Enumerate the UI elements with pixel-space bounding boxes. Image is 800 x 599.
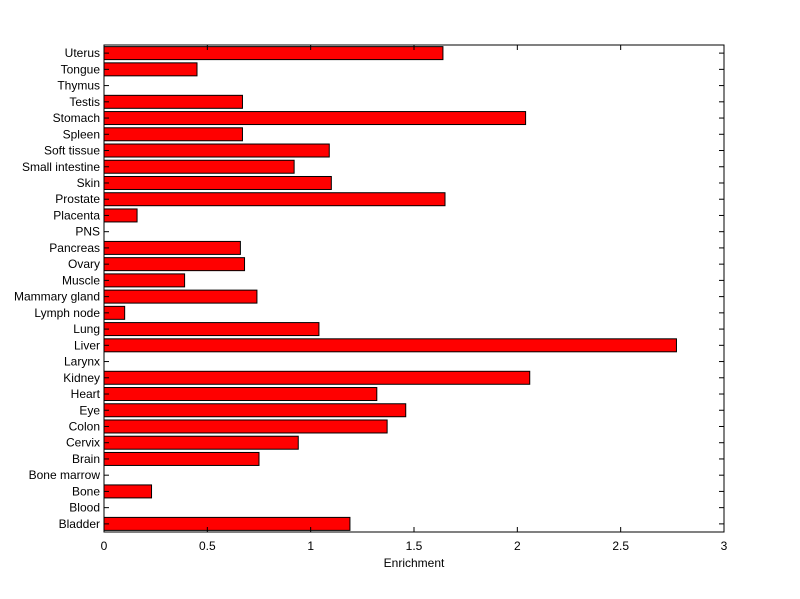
bar-lung: [103, 322, 320, 337]
y-tick-label-spleen: Spleen: [63, 127, 100, 141]
x-tick-label-4: 2: [514, 539, 521, 553]
bar-soft-tissue: [103, 143, 330, 158]
y-tick-label-prostate: Prostate: [55, 192, 100, 206]
x-tick-labels: 0 0.5 1 1.5 2 2.5 3: [101, 539, 728, 553]
y-tick-label-uterus: Uterus: [65, 46, 100, 60]
bar-cervix: [103, 435, 299, 450]
bar-bladder: [103, 516, 351, 531]
plot-frame: [103, 44, 725, 533]
bar-ovary: [103, 257, 246, 272]
y-tick-label-kidney: Kidney: [63, 371, 100, 385]
y-tick-label-bone: Bone: [72, 484, 100, 498]
y-tick-label-small-intestine: Small intestine: [22, 160, 100, 174]
y-tick-label-pancreas: Pancreas: [49, 241, 100, 255]
y-tick-label-lymph-node: Lymph node: [34, 306, 100, 320]
y-tick-label-thymus: Thymus: [57, 79, 100, 93]
y-tick-label-bladder: Bladder: [59, 517, 100, 531]
y-tick-label-skin: Skin: [77, 176, 100, 190]
y-tick-label-pns: PNS: [75, 225, 100, 239]
bar-prostate: [103, 192, 446, 207]
x-tick-label-0: 0: [101, 539, 108, 553]
bar-kidney: [103, 370, 531, 385]
y-tick-label-heart: Heart: [71, 387, 101, 401]
y-tick-label-ovary: Ovary: [68, 257, 100, 271]
bar-muscle: [103, 273, 186, 288]
x-tick-label-1: 0.5: [199, 539, 216, 553]
y-tick-label-tongue: Tongue: [61, 62, 101, 76]
bar-uterus: [103, 46, 444, 61]
bar-mammary-gland: [103, 289, 258, 304]
x-axis-label: Enrichment: [384, 556, 445, 570]
y-tick-label-cervix: Cervix: [66, 436, 100, 450]
y-tick-label-testis: Testis: [69, 95, 100, 109]
y-tick-label-placenta: Placenta: [53, 208, 100, 222]
y-tick-labels: Bladder Blood Bone Bone marrow Brain Cervix Co…: [14, 46, 101, 531]
x-tick-label-2: 1: [307, 539, 314, 553]
bar-bone: [103, 484, 153, 499]
x-tick-label-3: 1.5: [406, 539, 423, 553]
bar-spleen: [103, 127, 243, 142]
x-tick-label-6: 3: [721, 539, 728, 553]
y-tick-label-mammary-gland: Mammary gland: [14, 290, 100, 304]
ticks-group: [103, 45, 725, 532]
bar-liver: [103, 338, 677, 353]
y-tick-label-soft-tissue: Soft tissue: [44, 144, 100, 158]
bars-group: [103, 46, 677, 531]
bar-colon: [103, 419, 388, 434]
bar-small-intestine: [103, 159, 295, 174]
y-tick-label-stomach: Stomach: [53, 111, 100, 125]
bar-tongue: [103, 62, 198, 77]
bar-pancreas: [103, 240, 241, 255]
bar-eye: [103, 403, 407, 418]
y-tick-label-muscle: Muscle: [62, 273, 100, 287]
y-tick-label-brain: Brain: [72, 452, 100, 466]
bar-heart: [103, 387, 378, 402]
y-tick-label-colon: Colon: [69, 419, 100, 433]
y-tick-label-bone-marrow: Bone marrow: [29, 468, 101, 482]
bar-skin: [103, 175, 332, 190]
bar-stomach: [103, 111, 527, 126]
x-tick-label-5: 2.5: [612, 539, 629, 553]
y-tick-label-liver: Liver: [74, 338, 100, 352]
y-tick-label-larynx: Larynx: [64, 355, 100, 369]
y-tick-label-eye: Eye: [79, 403, 100, 417]
bar-brain: [103, 451, 260, 466]
bar-testis: [103, 94, 243, 109]
y-tick-label-lung: Lung: [73, 322, 100, 336]
y-tick-label-blood: Blood: [69, 501, 100, 515]
